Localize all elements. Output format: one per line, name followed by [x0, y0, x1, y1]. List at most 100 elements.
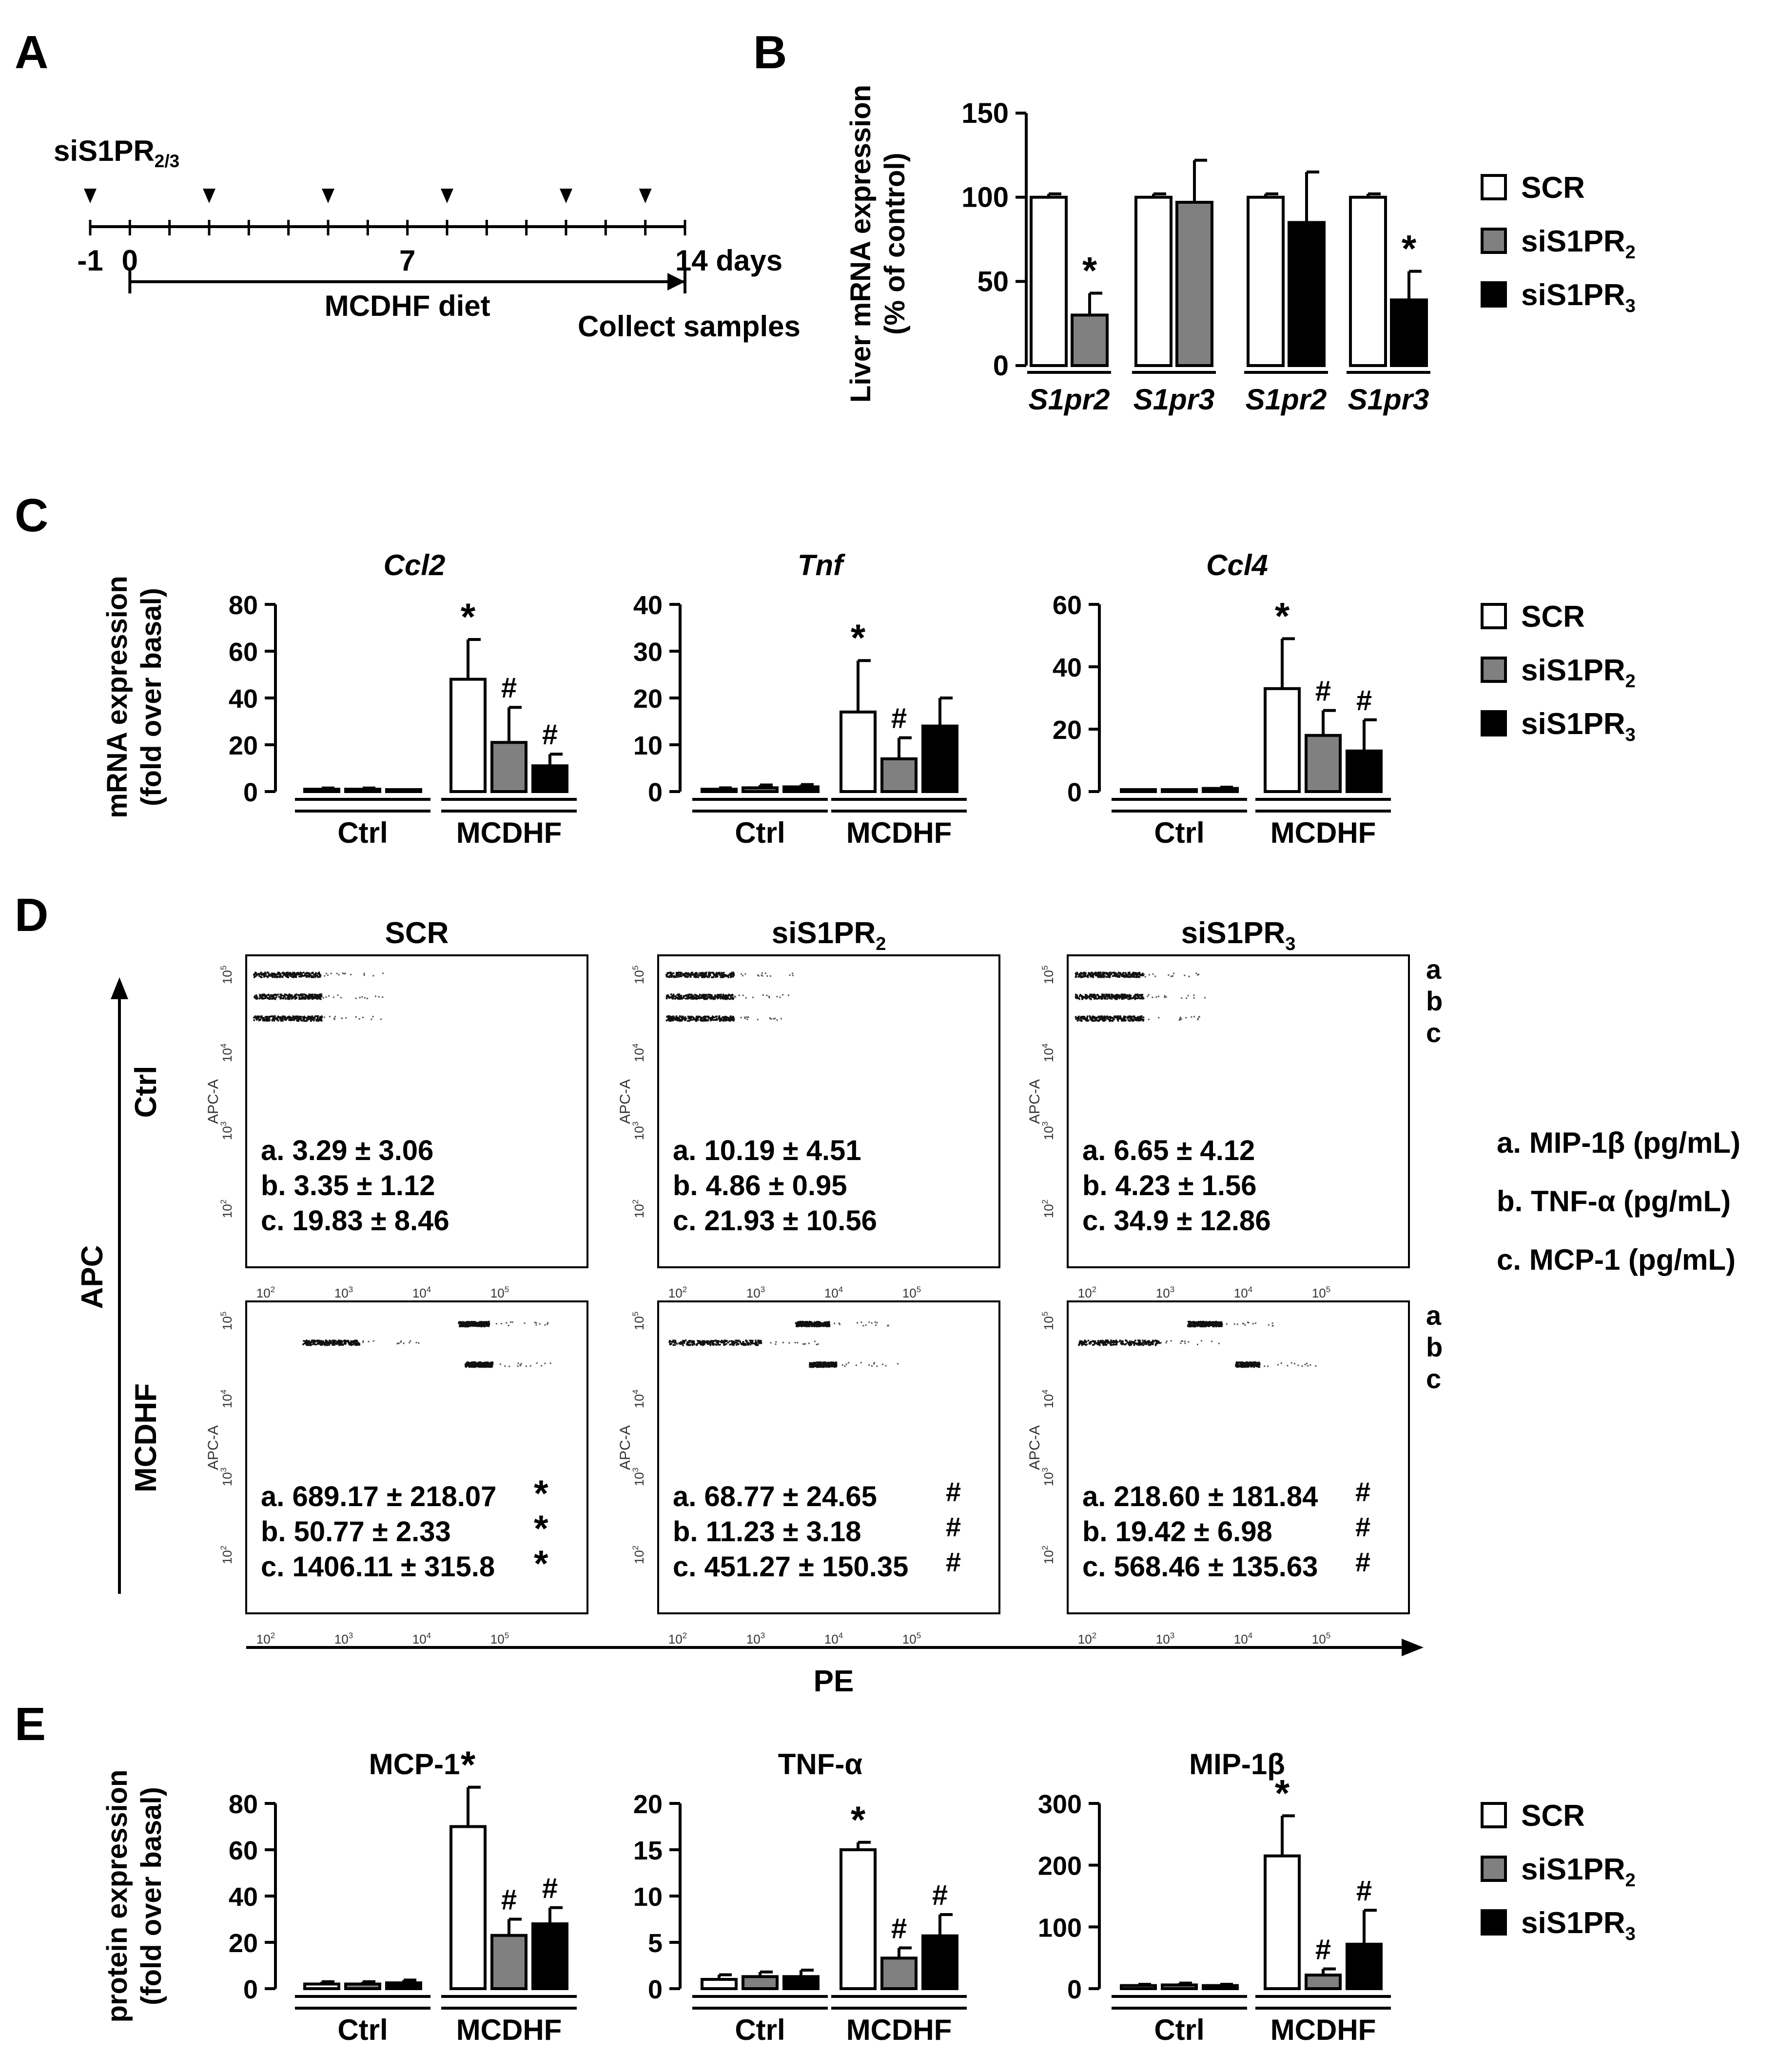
- flow-plot-1-2-dot-1-120: [1152, 1343, 1154, 1345]
- flow-plot-1-0-dot-2-250: [487, 1366, 489, 1368]
- flow-plot-0-1-dot-0-169: [682, 973, 684, 975]
- flow-plot-0-1-dot-0-181: [701, 971, 703, 974]
- flow-plot-0-2-dot-0-198: [1083, 972, 1085, 975]
- flow-plot-0-2-dot-2-222: [1133, 1016, 1135, 1018]
- flow-plot-1-0-dot-0-236: [480, 1321, 483, 1323]
- flow-plot-1-2-dot-1-94: [1155, 1342, 1158, 1345]
- flow-plot-0-0-dot-1-14: [282, 997, 285, 1000]
- flow-plot-0-2-dot-1-61: [1134, 994, 1136, 997]
- flow-plot-1-1-dot-1-146: [745, 1343, 748, 1345]
- flow-plot-0-0-dot-1-211: [312, 995, 313, 997]
- flow-plot-0-1-dot-1-178: [720, 997, 722, 999]
- flow-plot-1-0-dot-1-206: [310, 1344, 312, 1346]
- flow-plot-0-1-dot-1-252: [719, 994, 721, 996]
- flow-plot-0-0-dot-1-187: [288, 998, 291, 1000]
- flow-plot-0-2-dot-0-254: [1104, 972, 1106, 974]
- flow-plot-0-2-bead-cluster-b: [1075, 993, 1206, 1000]
- flow-plot-0-1-dot-2-239: [690, 1015, 692, 1018]
- flow-plot-1-1-dot-1-215: [682, 1339, 684, 1342]
- flow-plot-0-0-dot-0-74: [260, 976, 262, 978]
- flow-plot-0-2-dot-0-61: [1098, 971, 1101, 973]
- flow-plot-1-2-dot-1-152: [1142, 1342, 1144, 1344]
- flow-plot-1-1-dot-2-243: [825, 1366, 827, 1368]
- flow-plot-1-0-dot-1-21: [322, 1340, 324, 1342]
- flow-plot-1-2-dot-0-250: [1201, 1324, 1203, 1326]
- flow-plot-1-0-stray-2-8: [517, 1365, 519, 1367]
- flow-plot-0-1-dot-1-244: [713, 997, 715, 999]
- flow-plot-0-1-dot-1-216: [728, 993, 730, 996]
- flow-plot-1-2-dot-0-197: [1204, 1321, 1206, 1323]
- flow-plot-0-2-dot-1-160: [1078, 997, 1080, 999]
- flow-column-header-1-sub: 2: [876, 934, 886, 954]
- flow-plot-0-2-dot-1-187: [1118, 994, 1120, 996]
- flow-plot-1-2-dot-1-102: [1101, 1340, 1103, 1343]
- diet-label: MCDHF diet: [325, 290, 490, 322]
- flow-plot-1-2-stray-0-4: [1236, 1323, 1238, 1325]
- flow-plot-1-0-dot-2-254: [489, 1364, 491, 1366]
- flow-plot-0-1-stray-0-4: [757, 974, 759, 976]
- flow-plot-1-0-dot-0-184: [459, 1325, 461, 1328]
- flow-plot-0-0-dot-1-248: [309, 996, 311, 998]
- flow-plot-1-1-stray-1-11: [770, 1342, 772, 1344]
- flow-plot-0-1-dot-1-243: [697, 997, 699, 999]
- flow-plot-0-0-dot-2-166: [300, 1019, 302, 1021]
- flow-plot-0-0-dot-2-216: [266, 1020, 268, 1022]
- flow-plot-0-2-stray-2-6: [1185, 1017, 1187, 1019]
- flow-plot-0-1-dot-0-115: [673, 975, 675, 977]
- flow-plot-0-2-dot-1-126: [1098, 996, 1101, 999]
- flow-plot-0-1-stray-2-11: [744, 1016, 746, 1018]
- flow-plot-1-1-stray-2-8: [860, 1362, 862, 1364]
- flow-plot-0-0-dot-2-213: [262, 1019, 264, 1022]
- flow-plot-0-1-dot-2-180: [684, 1019, 686, 1021]
- flow-plot-0-2-dot-1-229: [1084, 996, 1086, 998]
- flow-plot-1-2-dot-1-78: [1106, 1339, 1108, 1341]
- flow-plot-1-1-dot-1-102: [739, 1340, 741, 1343]
- flow-plot-0-0-dot-0-258: [293, 973, 295, 975]
- flow-plot-1-1-dot-1-9: [674, 1344, 676, 1346]
- flow-plot-0-2-dot-1-141: [1089, 997, 1091, 1000]
- flow-plot-1-0-dot-1-175: [358, 1343, 360, 1345]
- flow-plot-1-0-dot-1-188: [320, 1340, 322, 1342]
- flow-plot-1-2-ytick-0-base: 10: [1041, 1550, 1056, 1564]
- flow-plot-1-2-dot-0-203: [1218, 1323, 1220, 1325]
- flow-plot-1-2-dot-0-248: [1220, 1322, 1222, 1324]
- flow-plot-1-0-dot-2-231: [487, 1364, 489, 1366]
- flow-plot-0-0-dot-1-181: [317, 994, 320, 996]
- flow-plot-0-0-stray-0-9: [338, 974, 340, 976]
- flow-plot-0-2-dot-2-247: [1124, 1019, 1126, 1022]
- flow-plot-0-1-dot-1-101: [688, 995, 690, 997]
- flow-plot-1-1-sig-mark-2: #: [946, 1547, 961, 1577]
- flow-plot-1-0-dot-1-211: [354, 1343, 356, 1345]
- flow-plot-0-0-dot-0-237: [261, 974, 263, 976]
- flow-plot-0-2-dot-1-37: [1079, 994, 1081, 996]
- flow-plot-0-2-dot-2-258: [1142, 1016, 1145, 1018]
- flow-plot-1-2-ytick-2-exp: 4: [1040, 1390, 1050, 1394]
- flow-plot-0-2-dot-0-174: [1135, 976, 1137, 978]
- flow-plot-0-2-dot-0-222: [1080, 972, 1082, 974]
- flow-plot-1-0-xtick-2-exp: 4: [427, 1631, 431, 1640]
- flow-plot-0-2-dot-0-102: [1142, 972, 1144, 974]
- flow-plot-1-2-dot-1-130: [1107, 1342, 1109, 1344]
- flow-plot-1-2-dot-1-187: [1136, 1343, 1138, 1345]
- flow-plot-0-2-dot-0-156: [1087, 974, 1089, 976]
- flow-plot-0-0-stray-1-3: [378, 996, 380, 998]
- flow-plot-1-1-dot-2-256: [834, 1364, 837, 1366]
- flow-plot-1-0-dot-1-157: [303, 1340, 305, 1342]
- flow-plot-1-2-stray-0-9: [1254, 1322, 1256, 1324]
- flow-plot-1-1-dot-0-226: [802, 1324, 804, 1326]
- flow-plot-0-2-dot-2-125: [1104, 1016, 1106, 1018]
- flow-plot-0-2-dot-2-139: [1102, 1016, 1104, 1019]
- flow-plot-1-1-ytick-0: 102: [631, 1546, 646, 1564]
- flow-plot-0-2-dot-0-257: [1132, 972, 1134, 974]
- flow-plot-1-2-ytick-3-exp: 5: [1040, 1312, 1050, 1316]
- flow-plot-1-1-dot-1-225: [687, 1344, 689, 1346]
- flow-plot-0-1-dot-0-240: [701, 974, 703, 977]
- flow-plot-1-0-dot-1-228: [314, 1343, 316, 1345]
- flow-plot-0-1-dot-1-257: [678, 995, 680, 997]
- flow-plot-0-1-dot-2-257: [729, 1019, 731, 1021]
- flow-plot-0-0-dot-0-252: [318, 971, 320, 973]
- flow-plot-0-1-xtick-1: 103: [746, 1285, 765, 1300]
- flow-plot-1-1-dot-1-62: [736, 1341, 738, 1343]
- c3-bar-1-1: [1305, 734, 1342, 794]
- flow-plot-0-0-dot-0-212: [276, 973, 278, 975]
